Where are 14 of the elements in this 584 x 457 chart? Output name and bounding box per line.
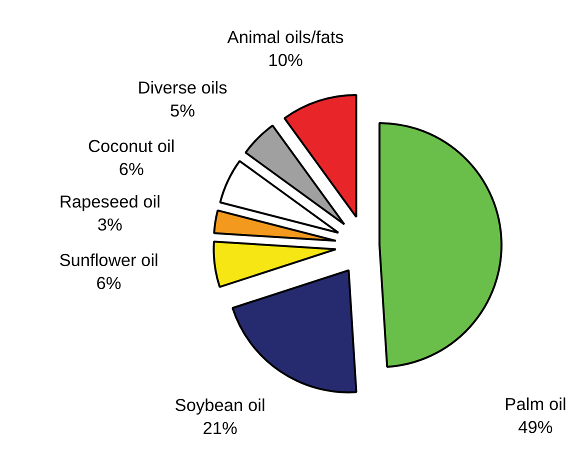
slice-label: Animal oils/fats <box>227 27 344 48</box>
data-label: 6% <box>96 272 122 293</box>
slice-label: Sunflower oil <box>59 250 158 270</box>
data-label: 49% <box>518 417 553 437</box>
slice-label: Coconut oil <box>88 136 175 156</box>
data-label: 3% <box>97 214 122 235</box>
slice-label: Diverse oils <box>138 78 228 98</box>
slice-label: Palm oil <box>504 394 566 414</box>
slice-label: Soybean oil <box>174 395 266 416</box>
data-label: 10% <box>268 50 303 70</box>
slice-label: Rapeseed oil <box>59 192 161 212</box>
data-label: 5% <box>170 100 196 121</box>
data-label: 6% <box>118 158 144 179</box>
data-label: 21% <box>202 418 238 438</box>
